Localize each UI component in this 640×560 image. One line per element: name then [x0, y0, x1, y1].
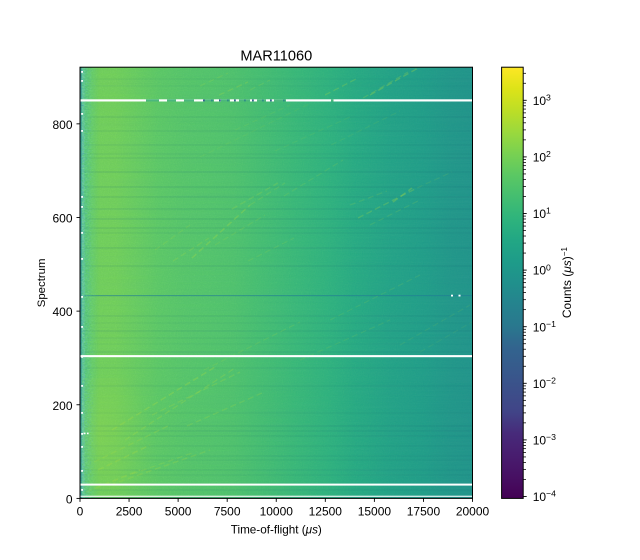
svg-text:12500: 12500	[309, 504, 343, 518]
svg-text:20000: 20000	[456, 504, 490, 518]
svg-text:Spectrum: Spectrum	[36, 259, 48, 308]
svg-text:Counts (μs)−1: Counts (μs)−1	[560, 247, 574, 319]
svg-text:600: 600	[52, 211, 72, 225]
svg-text:5000: 5000	[165, 504, 192, 518]
svg-text:200: 200	[52, 399, 72, 413]
svg-text:15000: 15000	[358, 504, 392, 518]
svg-text:7500: 7500	[214, 504, 241, 518]
svg-text:400: 400	[52, 305, 72, 319]
svg-text:MAR11060: MAR11060	[240, 49, 312, 65]
svg-text:0: 0	[66, 492, 73, 506]
svg-text:10000: 10000	[260, 504, 294, 518]
svg-text:Time-of-flight (μs): Time-of-flight (μs)	[231, 524, 322, 537]
svg-text:2500: 2500	[116, 504, 143, 518]
svg-text:0: 0	[77, 504, 84, 518]
svg-text:17500: 17500	[407, 504, 441, 518]
svg-text:800: 800	[52, 118, 72, 132]
